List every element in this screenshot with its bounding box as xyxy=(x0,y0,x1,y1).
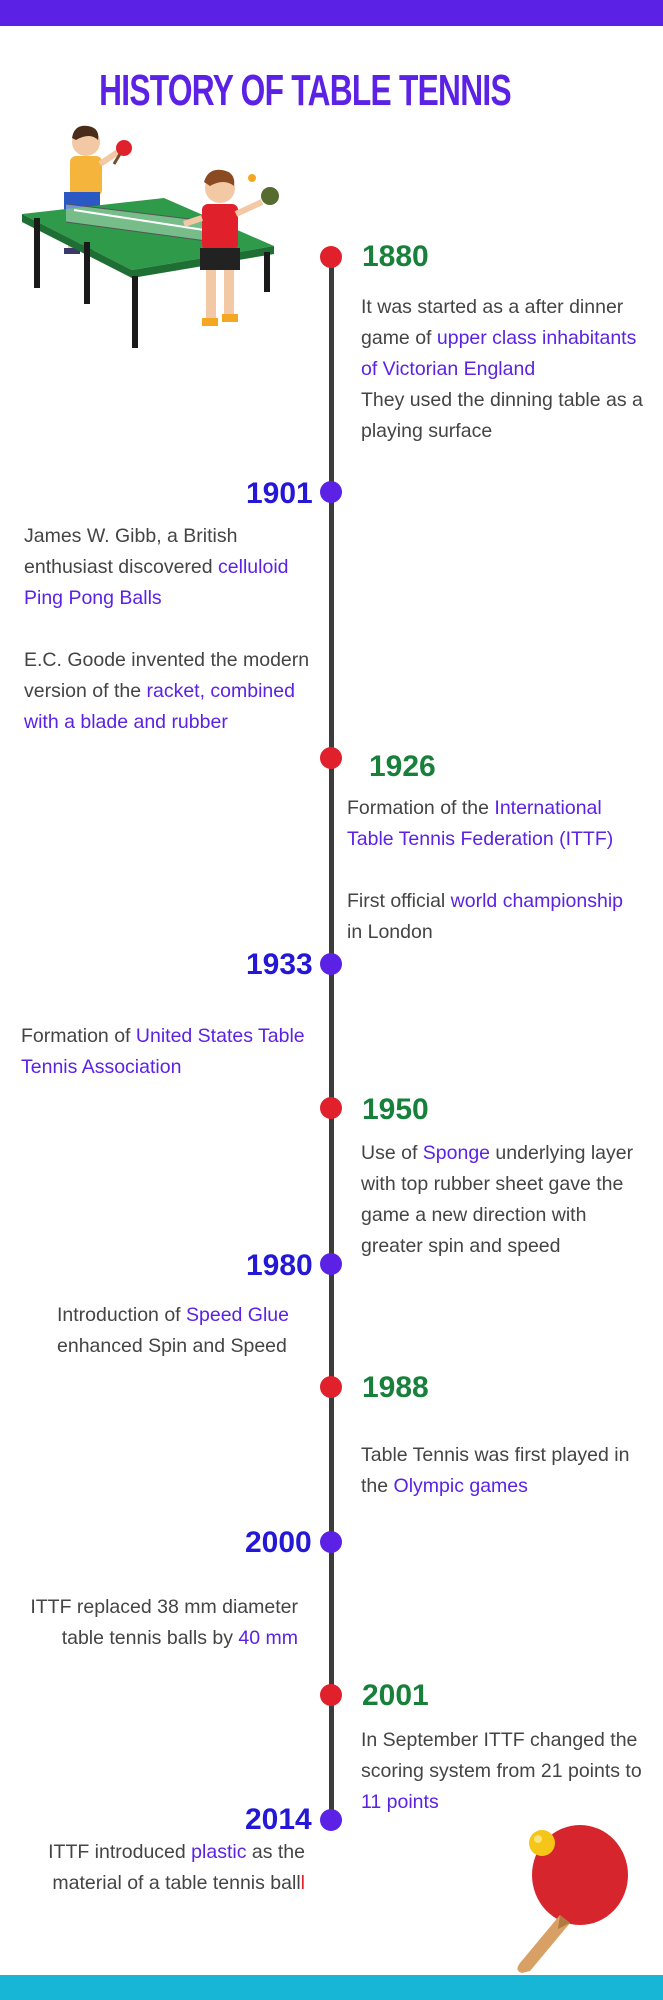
year-2000: 2000 xyxy=(245,1526,312,1559)
event-text-1988: Table Tennis was first played in the Oly… xyxy=(361,1444,630,1497)
year-1901: 1901 xyxy=(246,477,313,510)
year-1933: 1933 xyxy=(246,948,313,981)
timeline-marker-1933 xyxy=(320,953,342,975)
year-2001: 2001 xyxy=(362,1679,429,1712)
timeline-marker-1950 xyxy=(320,1097,342,1119)
timeline-marker-1880 xyxy=(320,246,342,268)
event-text-2014: ITTF introduced plastic as the material … xyxy=(48,1841,305,1894)
timeline-marker-1988 xyxy=(320,1376,342,1398)
page-title: HISTORY OF TABLE TENNIS xyxy=(99,66,511,115)
event-text-1901: James W. Gibb, a British enthusiast disc… xyxy=(24,525,310,733)
event-text-1933: Formation of United States Table Tennis … xyxy=(21,1025,305,1078)
timeline-marker-1926 xyxy=(320,747,342,769)
event-text-1950: Use of Sponge underlying layer with top … xyxy=(361,1142,634,1257)
bottom-accent-bar xyxy=(0,1975,663,2000)
event-text-2001: In September ITTF changed the scoring sy… xyxy=(361,1729,642,1813)
year-1926: 1926 xyxy=(369,750,436,783)
event-text-1980: Introduction of Speed Glue enhanced Spin… xyxy=(57,1304,289,1357)
timeline-marker-2014 xyxy=(320,1809,342,1831)
timeline-line xyxy=(329,255,334,1820)
timeline-marker-1980 xyxy=(320,1253,342,1275)
year-2014: 2014 xyxy=(245,1803,312,1836)
event-text-2000: ITTF replaced 38 mm diameter table tenni… xyxy=(30,1596,298,1649)
top-accent-bar xyxy=(0,0,663,26)
timeline-marker-1901 xyxy=(320,481,342,503)
year-1980: 1980 xyxy=(246,1249,313,1282)
year-1880: 1880 xyxy=(362,240,429,273)
timeline-marker-2000 xyxy=(320,1531,342,1553)
event-text-1880: It was started as a after dinner game of… xyxy=(361,296,643,442)
event-text-1926: Formation of the International Table Ten… xyxy=(347,797,624,943)
players-at-table-illustration xyxy=(22,125,279,348)
year-1988: 1988 xyxy=(362,1371,429,1404)
year-1950: 1950 xyxy=(362,1093,429,1126)
timeline-marker-2001 xyxy=(320,1684,342,1706)
paddle-and-ball-illustration xyxy=(517,1825,628,1973)
